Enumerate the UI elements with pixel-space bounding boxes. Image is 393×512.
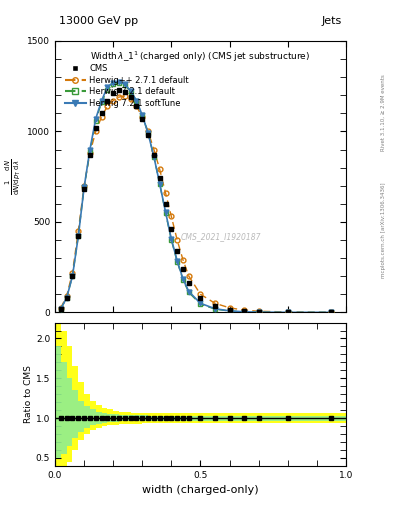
Text: 13000 GeV pp: 13000 GeV pp xyxy=(59,15,138,26)
Y-axis label: $\frac{1}{\mathrm{d}N/\mathrm{d}p_{\mathrm{T}}} \frac{\mathrm{d}N}{\mathrm{d}\la: $\frac{1}{\mathrm{d}N/\mathrm{d}p_{\math… xyxy=(4,159,23,195)
Text: Width$\,\lambda\_1^1\,$(charged only) (CMS jet substructure): Width$\,\lambda\_1^1\,$(charged only) (C… xyxy=(90,49,310,63)
Text: mcplots.cern.ch [arXiv:1306.3436]: mcplots.cern.ch [arXiv:1306.3436] xyxy=(381,183,386,278)
Y-axis label: Ratio to CMS: Ratio to CMS xyxy=(24,365,33,423)
Text: Jets: Jets xyxy=(321,15,342,26)
Legend: CMS, Herwig++ 2.7.1 default, Herwig 7.2.1 default, Herwig 7.2.1 softTune: CMS, Herwig++ 2.7.1 default, Herwig 7.2.… xyxy=(65,64,189,108)
X-axis label: width (charged-only): width (charged-only) xyxy=(142,485,259,495)
Text: CMS_2021_I1920187: CMS_2021_I1920187 xyxy=(180,232,261,241)
Text: Rivet 3.1.10, ≥ 2.9M events: Rivet 3.1.10, ≥ 2.9M events xyxy=(381,74,386,151)
